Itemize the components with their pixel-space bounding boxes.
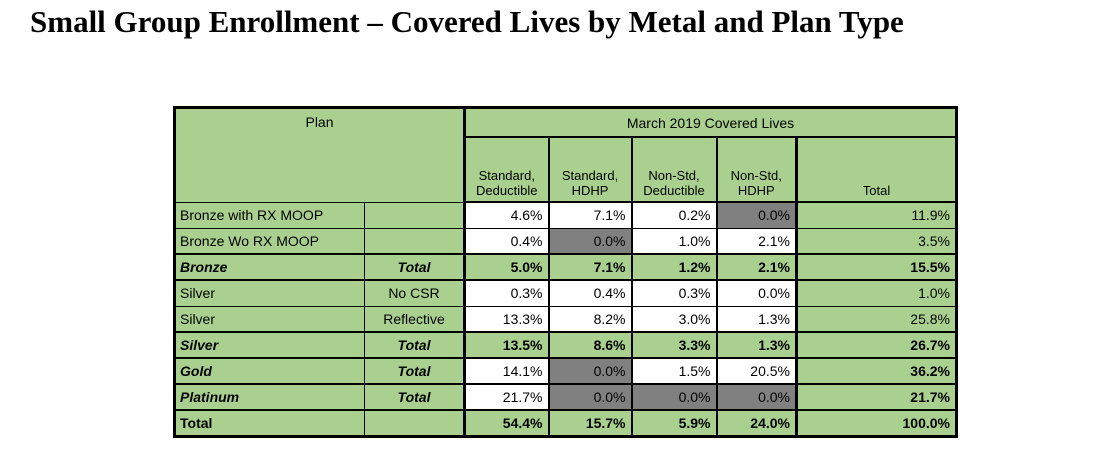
value-cell: 0.0% <box>547 227 632 254</box>
table-row: Gold Total 14.1% 0.0% 1.5% 20.5% 36.2% <box>174 357 957 384</box>
row-sublabel <box>364 227 465 254</box>
table-row: Bronze with RX MOOP 4.6% 7.1% 0.2% 0.0% 11.9% <box>174 201 957 228</box>
value-cell: 36.2% <box>795 357 957 384</box>
table-row: Total 54.4% 15.7% 5.9% 24.0% 100.0% <box>174 409 957 436</box>
value-cell: 2.1% <box>715 227 797 254</box>
table-row: Silver Total 13.5% 8.6% 3.3% 1.3% 26.7% <box>174 331 957 358</box>
column-header-nonstd-deductible: Non-Std, Deductible <box>630 137 717 203</box>
row-label: Bronze Wo RX MOOP <box>174 227 365 254</box>
value-cell: 54.4% <box>463 409 549 436</box>
value-cell: 11.9% <box>795 201 957 228</box>
table-row: Silver No CSR 0.3% 0.4% 0.3% 0.0% 1.0% <box>174 279 957 306</box>
value-cell: 0.3% <box>463 279 549 306</box>
value-cell: 26.7% <box>795 331 957 358</box>
value-cell: 0.0% <box>715 383 797 410</box>
value-cell: 15.7% <box>547 409 632 436</box>
value-cell: 13.5% <box>463 331 549 358</box>
enrollment-table: Plan March 2019 Covered Lives Standard, … <box>173 106 958 438</box>
value-cell: 21.7% <box>463 383 549 410</box>
column-header-nonstd-hdhp: Non-Std, HDHP <box>715 137 797 203</box>
value-cell: 1.2% <box>630 253 717 280</box>
value-cell: 1.5% <box>630 357 717 384</box>
row-label: Silver <box>174 279 365 306</box>
table-row: Silver Reflective 13.3% 8.2% 3.0% 1.3% 25.8% <box>174 305 957 332</box>
header-row-group: Plan March 2019 Covered Lives <box>174 107 957 202</box>
value-cell: 0.0% <box>715 279 797 306</box>
row-sublabel: Reflective <box>364 305 465 332</box>
value-cell: 5.0% <box>463 253 549 280</box>
row-label: Platinum <box>174 383 365 410</box>
value-cell: 7.1% <box>547 201 632 228</box>
value-cell: 0.2% <box>630 201 717 228</box>
value-cell: 0.0% <box>630 383 717 410</box>
table-row: Platinum Total 21.7% 0.0% 0.0% 0.0% 21.7% <box>174 383 957 410</box>
row-label: Total <box>174 409 365 436</box>
row-label: Bronze <box>174 253 365 280</box>
value-cell: 1.3% <box>715 305 797 332</box>
value-cell: 15.5% <box>795 253 957 280</box>
value-cell: 0.0% <box>547 357 632 384</box>
value-cell: 21.7% <box>795 383 957 410</box>
header-row-columns: Standard, Deductible Standard, HDHP Non-… <box>175 137 957 203</box>
value-cell: 20.5% <box>715 357 797 384</box>
row-sublabel <box>364 409 465 436</box>
covered-lives-group-header: March 2019 Covered Lives <box>463 107 957 138</box>
value-cell: 0.3% <box>630 279 717 306</box>
value-cell: 1.0% <box>795 279 957 306</box>
page-title: Small Group Enrollment – Covered Lives b… <box>30 4 904 39</box>
row-sublabel: Total <box>364 383 465 410</box>
value-cell: 14.1% <box>463 357 549 384</box>
column-header-standard-hdhp: Standard, HDHP <box>547 137 632 203</box>
value-cell: 0.4% <box>463 227 549 254</box>
value-cell: 3.3% <box>630 331 717 358</box>
value-cell: 25.8% <box>795 305 957 332</box>
row-label: Gold <box>174 357 365 384</box>
value-cell: 7.1% <box>547 253 632 280</box>
value-cell: 100.0% <box>795 409 957 436</box>
value-cell: 3.5% <box>795 227 957 254</box>
value-cell: 2.1% <box>715 253 797 280</box>
row-sublabel: Total <box>364 357 465 384</box>
row-sublabel: Total <box>364 331 465 358</box>
value-cell: 0.0% <box>547 383 632 410</box>
value-cell: 8.2% <box>547 305 632 332</box>
value-cell: 5.9% <box>630 409 717 436</box>
table-row: Bronze Total 5.0% 7.1% 1.2% 2.1% 15.5% <box>174 253 957 280</box>
plan-header: Plan <box>174 107 465 202</box>
value-cell: 0.4% <box>547 279 632 306</box>
value-cell: 1.0% <box>630 227 717 254</box>
value-cell: 8.6% <box>547 331 632 358</box>
column-header-total: Total <box>795 137 957 203</box>
row-label: Silver <box>174 305 365 332</box>
value-cell: 24.0% <box>715 409 797 436</box>
column-header-standard-deductible: Standard, Deductible <box>463 137 549 203</box>
row-sublabel: Total <box>364 253 465 280</box>
value-cell: 13.3% <box>463 305 549 332</box>
row-sublabel: No CSR <box>364 279 465 306</box>
row-label: Bronze with RX MOOP <box>174 201 365 228</box>
table-row: Bronze Wo RX MOOP 0.4% 0.0% 1.0% 2.1% 3.5% <box>174 227 957 254</box>
row-sublabel <box>364 201 465 228</box>
value-cell: 1.3% <box>715 331 797 358</box>
value-cell: 3.0% <box>630 305 717 332</box>
row-label: Silver <box>174 331 365 358</box>
value-cell: 0.0% <box>715 201 797 228</box>
value-cell: 4.6% <box>463 201 549 228</box>
